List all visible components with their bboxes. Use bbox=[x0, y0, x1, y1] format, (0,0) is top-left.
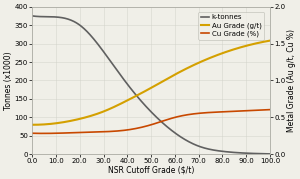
X-axis label: NSR Cutoff Grade ($/t): NSR Cutoff Grade ($/t) bbox=[108, 166, 194, 175]
Au Grade (g/t) bbox=[181, 69, 184, 72]
Y-axis label: Tonnes (x1000): Tonnes (x1000) bbox=[4, 51, 13, 110]
Au Grade (g/t) bbox=[60, 121, 63, 124]
Cu Grade (%) bbox=[109, 130, 112, 132]
Line: Au Grade (g/t): Au Grade (g/t) bbox=[32, 41, 270, 125]
k-tonnes bbox=[203, 147, 207, 149]
Au Grade (g/t) bbox=[204, 59, 208, 61]
k-tonnes bbox=[30, 15, 34, 17]
Au Grade (g/t) bbox=[203, 59, 206, 61]
Cu Grade (%) bbox=[42, 132, 45, 134]
k-tonnes bbox=[124, 82, 128, 84]
Cu Grade (%) bbox=[30, 132, 34, 134]
Au Grade (g/t) bbox=[30, 124, 34, 126]
k-tonnes bbox=[202, 147, 206, 149]
Au Grade (g/t) bbox=[32, 124, 35, 126]
k-tonnes bbox=[180, 137, 184, 139]
Au Grade (g/t) bbox=[268, 40, 272, 42]
Cu Grade (%) bbox=[204, 112, 208, 114]
Cu Grade (%) bbox=[125, 129, 129, 131]
Au Grade (g/t) bbox=[109, 108, 112, 110]
Line: Cu Grade (%): Cu Grade (%) bbox=[32, 110, 270, 133]
Legend: k-tonnes, Au Grade (g/t), Cu Grade (%): k-tonnes, Au Grade (g/t), Cu Grade (%) bbox=[198, 12, 264, 40]
Au Grade (g/t) bbox=[125, 100, 129, 102]
Cu Grade (%) bbox=[268, 108, 272, 111]
Cu Grade (%) bbox=[181, 115, 184, 117]
k-tonnes bbox=[268, 153, 272, 155]
Line: k-tonnes: k-tonnes bbox=[32, 16, 270, 154]
Y-axis label: Metal Grade (Au g/t, Cu %): Metal Grade (Au g/t, Cu %) bbox=[287, 29, 296, 132]
Cu Grade (%) bbox=[203, 112, 206, 114]
Cu Grade (%) bbox=[60, 132, 63, 134]
k-tonnes bbox=[59, 16, 63, 19]
k-tonnes bbox=[108, 59, 112, 61]
